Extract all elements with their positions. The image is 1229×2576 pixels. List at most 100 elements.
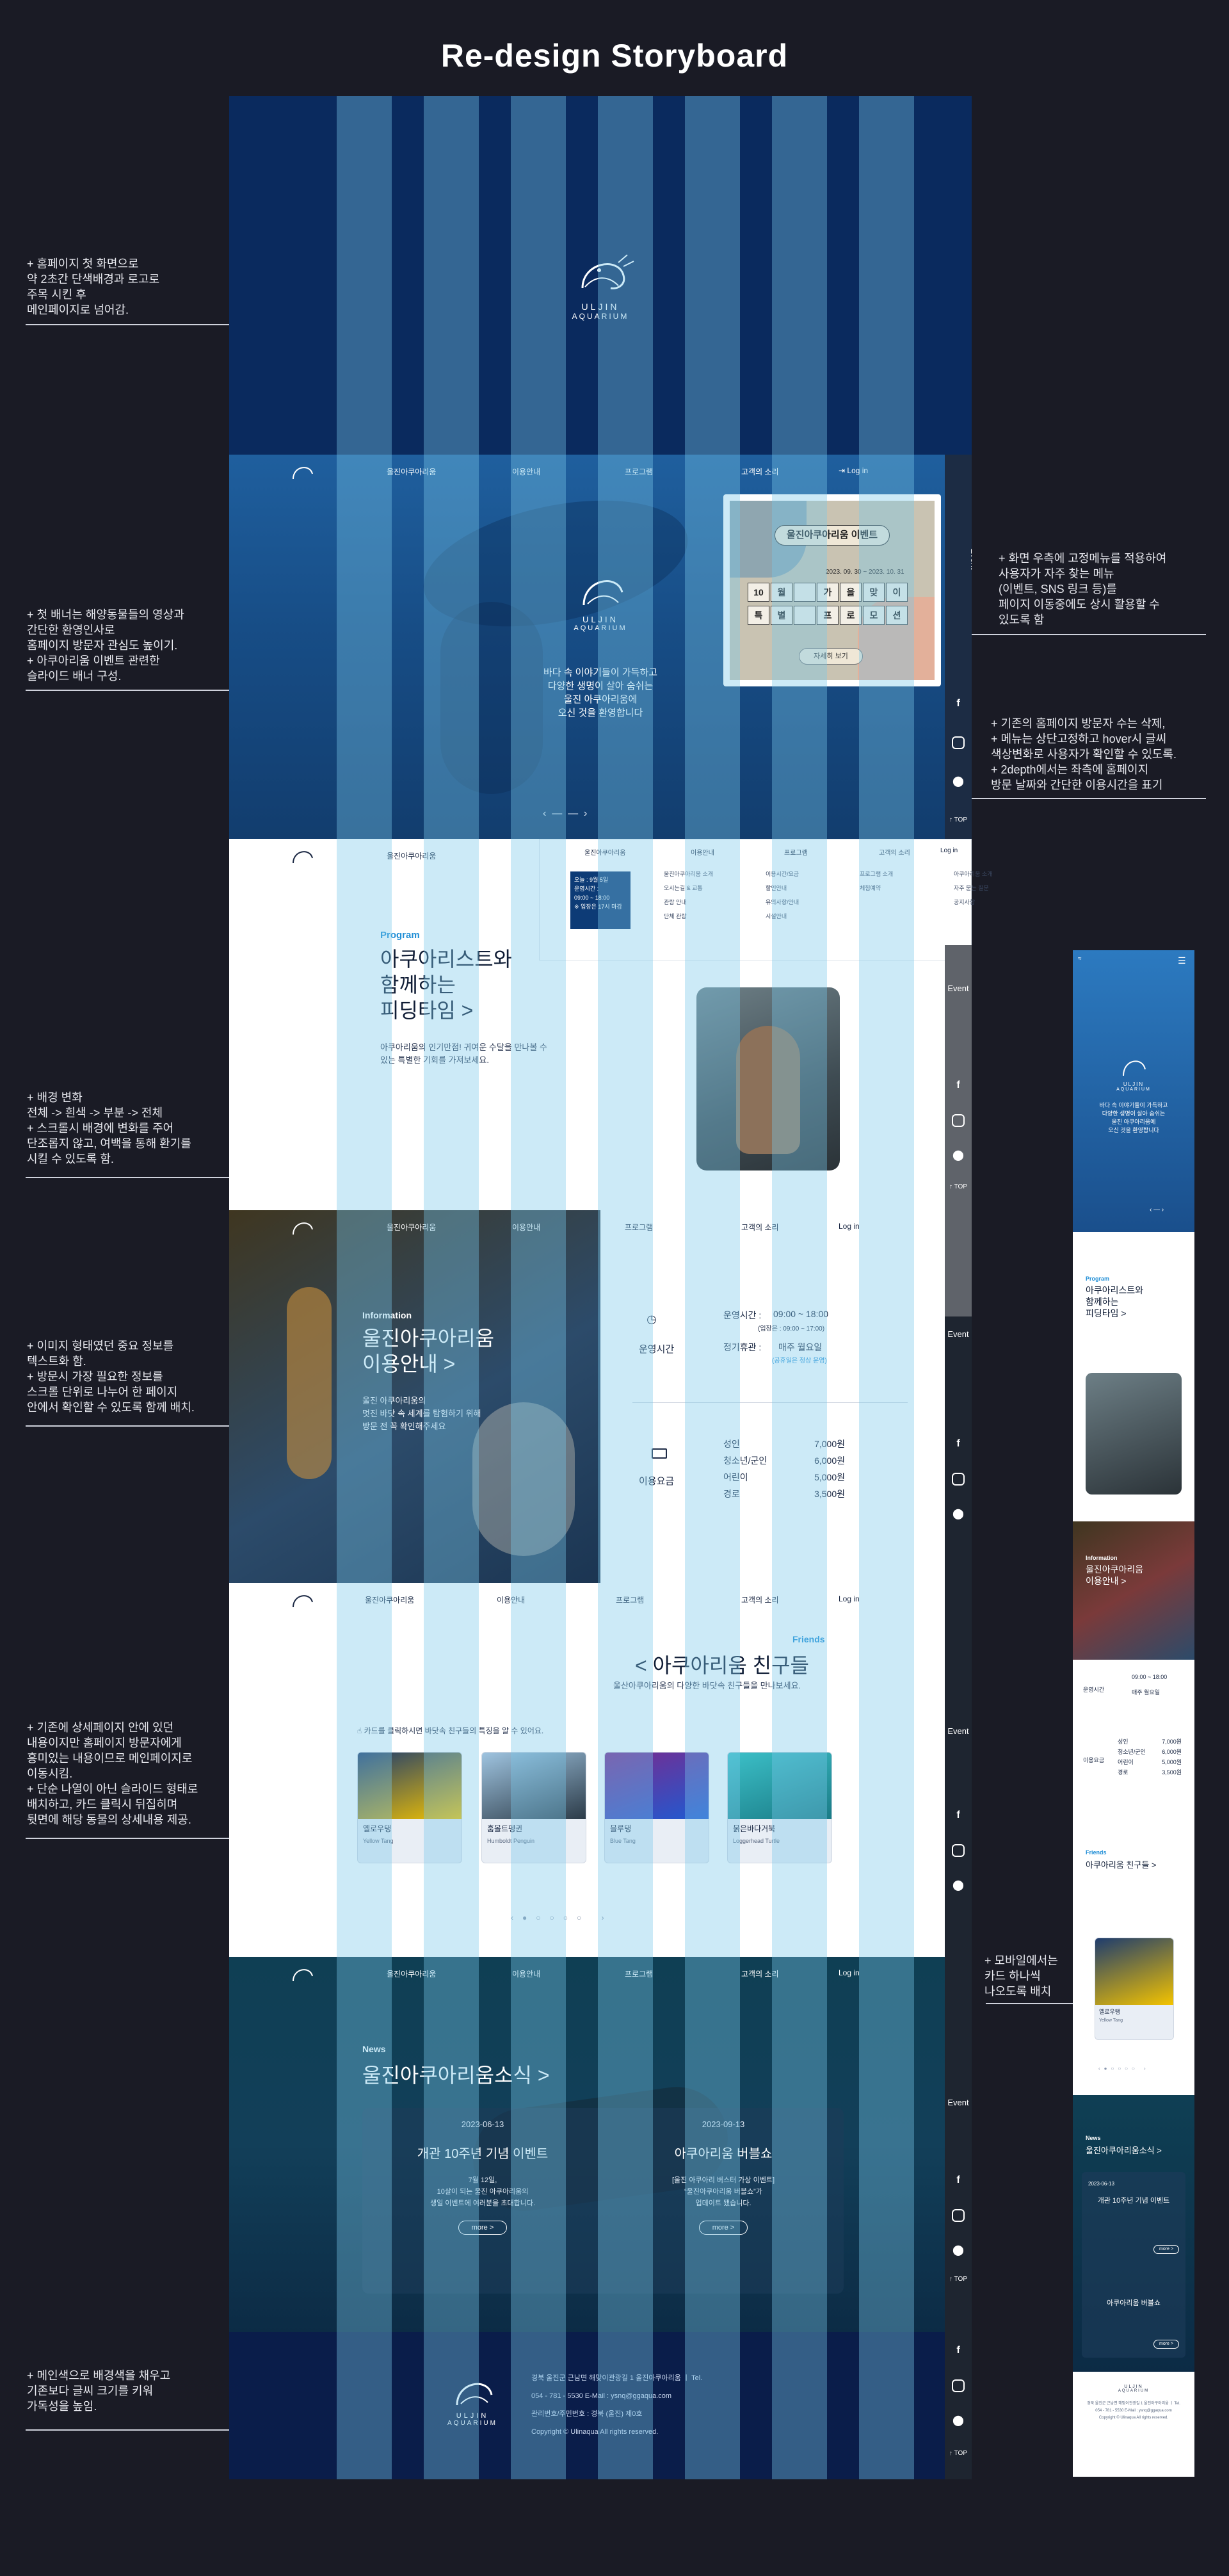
- mobile-friends-title[interactable]: 아쿠아리움 친구들 >: [1086, 1860, 1157, 1870]
- news-more-button[interactable]: more >: [1153, 2340, 1179, 2349]
- instagram-icon[interactable]: [952, 2209, 965, 2222]
- nav-item-about[interactable]: 울진아쿠아리움: [387, 852, 437, 861]
- nav-item-about[interactable]: 울진아쿠아리움: [365, 1596, 415, 1605]
- nav-item-program[interactable]: 프로그램: [625, 467, 654, 476]
- login-link[interactable]: Log in: [839, 1968, 860, 1977]
- nav-item-voice[interactable]: 고객의 소리: [741, 1596, 779, 1605]
- dropdown-link[interactable]: 체험예약: [860, 885, 881, 891]
- sidebar-event[interactable]: Event: [969, 548, 972, 570]
- nav-item-voice[interactable]: 고객의 소리: [879, 850, 910, 857]
- sidebar-top[interactable]: ↑ TOP: [949, 816, 967, 823]
- news-more-button[interactable]: more >: [699, 2221, 748, 2235]
- nav-logo-icon[interactable]: [288, 1217, 316, 1238]
- nav-item-program[interactable]: 프로그램: [616, 1596, 645, 1605]
- dropdown-link[interactable]: 시설안내: [766, 913, 787, 919]
- facebook-icon[interactable]: f: [956, 2175, 960, 2185]
- sidebar-top[interactable]: ↑ TOP: [949, 1183, 967, 1190]
- instagram-icon[interactable]: [952, 2379, 965, 2392]
- news-more-button[interactable]: more >: [458, 2221, 507, 2235]
- mobile-slider-controls[interactable]: ‹ — ›: [1150, 1206, 1164, 1213]
- mobile-info-title[interactable]: 울진아쿠아리움 이용안내 >: [1086, 1564, 1144, 1586]
- dropdown-link[interactable]: 관람 안내: [664, 899, 687, 905]
- hamburger-icon[interactable]: ☰: [1178, 955, 1186, 966]
- nav-item-voice[interactable]: 고객의 소리: [741, 467, 779, 476]
- nav-item-guide[interactable]: 이용안내: [497, 1596, 526, 1605]
- sidebar-event[interactable]: Event: [947, 1329, 969, 1339]
- dropdown-link[interactable]: 공지사항: [954, 899, 976, 905]
- dropdown-link[interactable]: 단체 관람: [664, 913, 687, 919]
- facebook-icon[interactable]: f: [956, 1080, 960, 1090]
- dropdown-link[interactable]: 아쿠아리움 소개: [954, 871, 993, 877]
- event-more-button[interactable]: 자세히 보기: [799, 648, 863, 665]
- dropdown-link[interactable]: 할인안내: [766, 885, 787, 891]
- facebook-icon[interactable]: f: [956, 698, 960, 709]
- nav-logo-icon[interactable]: [288, 1589, 316, 1611]
- news-item-title[interactable]: 개관 10주년 기념 이벤트: [1097, 2197, 1170, 2205]
- login-link[interactable]: Log in: [940, 847, 958, 854]
- nav-item-guide[interactable]: 이용안내: [512, 1223, 541, 1232]
- news-item-title[interactable]: 아쿠아리움 버블쇼: [1106, 2299, 1161, 2307]
- hero-slider-controls[interactable]: ‹ — — ›: [543, 808, 588, 819]
- program-title[interactable]: 아쿠아리스트와 함께하는 피딩타임 >: [380, 948, 513, 1022]
- instagram-icon[interactable]: [952, 736, 965, 749]
- dropdown-link[interactable]: 이용시간/요금: [766, 871, 799, 877]
- nav-logo-icon[interactable]: [288, 1963, 316, 1985]
- news-title[interactable]: 울진아쿠아리움소식 >: [362, 2064, 550, 2087]
- nav-logo-icon[interactable]: [288, 461, 316, 483]
- instagram-icon[interactable]: [952, 1473, 965, 1486]
- info-title[interactable]: 울진아쿠아리움 이용안내 >: [362, 1327, 495, 1375]
- sidebar-event[interactable]: Event: [947, 984, 969, 993]
- nav-item-guide[interactable]: 이용안내: [512, 467, 541, 476]
- location-pin-icon[interactable]: ⬤: [952, 2415, 964, 2426]
- friends-pagination[interactable]: ‹●○○○○ ›: [511, 1913, 613, 1922]
- mobile-friends-pagination[interactable]: ‹●○○○○ ›: [1098, 2066, 1150, 2071]
- sidebar-top[interactable]: ↑ TOP: [949, 2276, 967, 2283]
- facebook-icon[interactable]: f: [956, 1810, 960, 1820]
- dropdown-link[interactable]: 울진아쿠아리움 소개: [664, 871, 714, 877]
- mobile-friend-card[interactable]: 옐로우탱 Yellow Tang: [1095, 1938, 1174, 2040]
- instagram-icon[interactable]: [952, 1114, 965, 1127]
- login-link[interactable]: ⇥ Log in: [839, 466, 868, 475]
- friend-card[interactable]: 훔볼트펭귄 Humboldt Penguin: [481, 1752, 586, 1863]
- login-link[interactable]: Log in: [839, 1594, 860, 1603]
- nav-item-guide[interactable]: 이용안내: [691, 850, 714, 857]
- event-card[interactable]: 울진아쿠아리움 이벤트 2023. 09. 30 ~ 2023. 10. 31 …: [723, 494, 941, 686]
- friend-card[interactable]: 붉은바다거북 Loggerhead Turtle: [727, 1752, 832, 1863]
- sidebar-event[interactable]: Event: [947, 1726, 969, 1736]
- login-link[interactable]: Log in: [839, 1222, 860, 1231]
- nav-item-voice[interactable]: 고객의 소리: [741, 1223, 779, 1232]
- nav-item-program[interactable]: 프로그램: [625, 1970, 654, 1979]
- nav-item-about[interactable]: 울진아쿠아리움: [387, 1970, 437, 1979]
- friend-card[interactable]: 블루탱 Blue Tang: [604, 1752, 709, 1863]
- nav-item-guide[interactable]: 이용안내: [512, 1970, 541, 1979]
- location-pin-icon[interactable]: ⬤: [952, 1880, 964, 1891]
- nav-item-about[interactable]: 울진아쿠아리움: [387, 1223, 437, 1232]
- friends-title[interactable]: < 아쿠아리움 친구들: [635, 1654, 809, 1677]
- friend-card[interactable]: 옐로우탱 Yellow Tang: [357, 1752, 462, 1863]
- news-item[interactable]: 2023-09-13 아쿠아리움 버블쇼 [울진 아쿠아리 버스터 가상 이벤트…: [603, 2108, 844, 2294]
- nav-item-program[interactable]: 프로그램: [625, 1223, 654, 1232]
- sidebar-event[interactable]: Event: [947, 2098, 969, 2107]
- mobile-news-title[interactable]: 울진아쿠아리움소식 >: [1086, 2146, 1162, 2155]
- dropdown-link[interactable]: 프로그램 소개: [860, 871, 894, 877]
- location-pin-icon[interactable]: ⬤: [952, 2245, 964, 2256]
- nav-item-program[interactable]: 프로그램: [784, 850, 808, 857]
- instagram-icon[interactable]: [952, 1844, 965, 1857]
- nav-logo-icon[interactable]: [288, 845, 316, 867]
- nav-item-about[interactable]: 울진아쿠아리움: [584, 850, 626, 857]
- dropdown-link[interactable]: 자주 묻는 질문: [954, 885, 989, 891]
- mobile-logo-icon[interactable]: ≈: [1078, 955, 1082, 962]
- nav-item-about[interactable]: 울진아쿠아리움: [387, 467, 437, 476]
- dropdown-link[interactable]: 유의사항/안내: [766, 899, 799, 905]
- mobile-program-title[interactable]: 아쿠아리스트와 함께하는 피딩타임 >: [1086, 1285, 1144, 1318]
- sidebar-top[interactable]: ↑ TOP: [949, 2450, 967, 2457]
- location-pin-icon[interactable]: ⬤: [952, 1150, 964, 1161]
- facebook-icon[interactable]: f: [956, 1438, 960, 1449]
- news-item[interactable]: 2023-06-13 개관 10주년 기념 이벤트 7월 12일, 10살이 되…: [362, 2108, 603, 2294]
- location-pin-icon[interactable]: ⬤: [952, 776, 964, 787]
- dropdown-link[interactable]: 오시는길 & 교통: [664, 885, 703, 891]
- news-more-button[interactable]: more >: [1153, 2245, 1179, 2254]
- facebook-icon[interactable]: f: [956, 2345, 960, 2356]
- nav-item-voice[interactable]: 고객의 소리: [741, 1970, 779, 1979]
- location-pin-icon[interactable]: ⬤: [952, 1509, 964, 1519]
